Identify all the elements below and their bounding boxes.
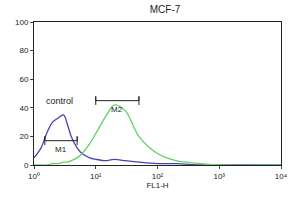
svg-text:60: 60 bbox=[19, 75, 28, 84]
svg-text:FL1-H: FL1-H bbox=[146, 181, 168, 190]
svg-text:10⁰: 10⁰ bbox=[28, 172, 40, 181]
svg-text:M1: M1 bbox=[55, 145, 67, 154]
svg-text:10³: 10³ bbox=[213, 172, 225, 181]
svg-text:MCF-7: MCF-7 bbox=[150, 4, 181, 15]
svg-text:20: 20 bbox=[19, 132, 28, 141]
svg-text:40: 40 bbox=[19, 104, 28, 113]
svg-text:0: 0 bbox=[24, 161, 29, 170]
svg-text:80: 80 bbox=[19, 46, 28, 55]
svg-text:control: control bbox=[46, 96, 73, 106]
svg-text:10¹: 10¹ bbox=[90, 172, 102, 181]
svg-text:10²: 10² bbox=[152, 172, 164, 181]
svg-text:10⁴: 10⁴ bbox=[275, 172, 288, 181]
svg-text:M2: M2 bbox=[111, 105, 123, 114]
svg-text:100: 100 bbox=[15, 18, 29, 27]
